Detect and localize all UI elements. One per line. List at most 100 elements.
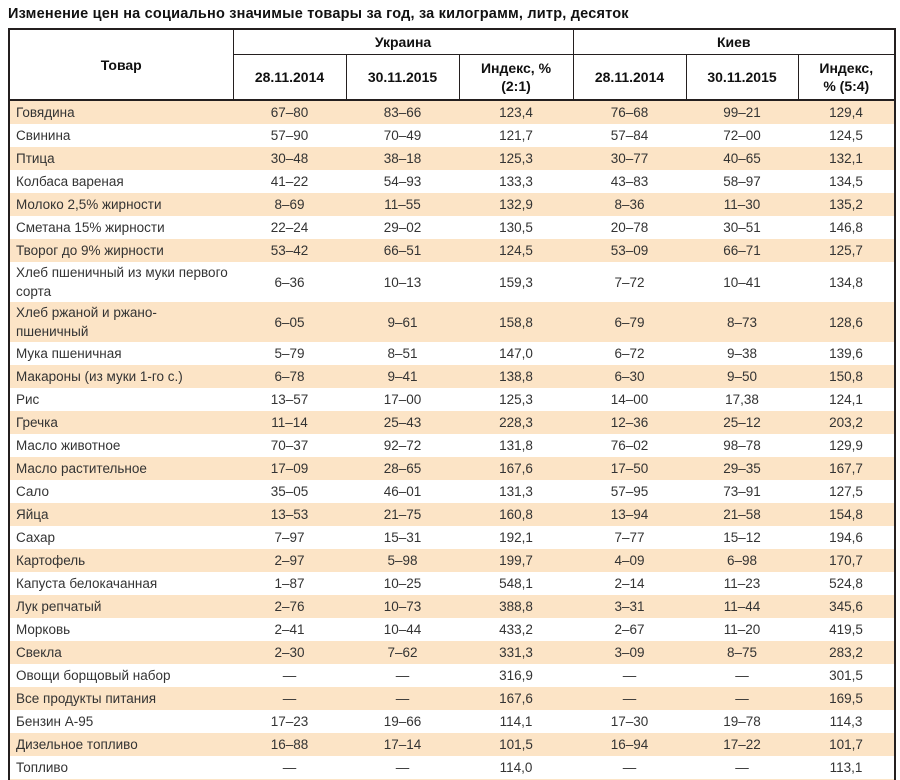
ua-price-2015-cell: 10–25 xyxy=(383,576,422,591)
kiev-price-2014-cell: 16–94 xyxy=(610,737,649,752)
ua-price-2015-cell: 5–98 xyxy=(387,553,418,568)
kiev-price-2014-cell: 13–94 xyxy=(610,507,649,522)
ua-price-2014-cell: 17–23 xyxy=(270,714,309,729)
table-row: Гречка 11–14 25–43 228,3 12–36 25–12 203… xyxy=(9,411,896,434)
header-ua-index: Индекс, % (2:1) xyxy=(458,54,574,101)
ua-index-cell: 159,3 xyxy=(499,274,533,290)
kiev-price-2014-cell: 57–95 xyxy=(610,484,649,499)
ua-price-2015-cell: 17–14 xyxy=(383,737,422,752)
kiev-price-2015-cell: 66–71 xyxy=(723,243,761,258)
kiev-price-2015-cell: 11–23 xyxy=(723,576,761,591)
product-cell: Хлеб ржаной и ржано-пшеничный xyxy=(16,305,157,339)
ua-price-2015-cell: 25–43 xyxy=(383,415,422,430)
kiev-price-2015-cell: 11–20 xyxy=(723,622,761,637)
product-cell: Все продукты питания xyxy=(16,691,157,706)
product-cell: Сметана 15% жирности xyxy=(16,220,165,235)
kiev-index-cell: 139,6 xyxy=(829,346,863,361)
ua-price-2015-cell: — xyxy=(395,760,410,775)
table-row: Мука пшеничная 5–79 8–51 147,0 6–72 9–38… xyxy=(9,342,896,365)
ua-price-2015-cell: 46–01 xyxy=(383,484,422,499)
table-row: Топливо — — 114,0 — — 113,1 xyxy=(9,756,896,779)
table-row: Сахар 7–97 15–31 192,1 7–77 15–12 194,6 xyxy=(9,526,896,549)
ua-price-2015-cell: 21–75 xyxy=(383,507,422,522)
ua-price-2014-cell: 17–09 xyxy=(270,461,309,476)
ua-index-cell: 133,3 xyxy=(499,174,533,189)
product-cell: Птица xyxy=(16,151,55,166)
ua-price-2015-cell: 19–66 xyxy=(383,714,422,729)
table-header: Товар Украина Киев 28.11.2014 30.11.2015… xyxy=(8,28,896,101)
ua-price-2015-cell: — xyxy=(395,668,410,683)
ua-price-2014-cell: 70–37 xyxy=(270,438,309,453)
product-cell: Морковь xyxy=(16,622,71,637)
ua-price-2014-cell: 30–48 xyxy=(270,151,309,166)
ua-price-2015-cell: 29–02 xyxy=(383,220,422,235)
product-cell: Масло растительное xyxy=(16,461,147,476)
kiev-price-2015-cell: 10–41 xyxy=(723,274,761,290)
kiev-index-cell: 203,2 xyxy=(829,415,863,430)
ua-price-2015-cell: 11–55 xyxy=(384,197,421,212)
ua-price-2014-cell: 13–57 xyxy=(270,392,309,407)
kiev-price-2015-cell: 17–22 xyxy=(723,737,761,752)
kiev-price-2015-cell: 98–78 xyxy=(723,438,761,453)
ua-price-2014-cell: 2–30 xyxy=(274,645,305,660)
product-cell: Картофель xyxy=(16,553,86,568)
ua-price-2015-cell: 83–66 xyxy=(383,105,422,120)
kiev-index-cell: 129,4 xyxy=(829,105,863,120)
kiev-price-2014-cell: 43–83 xyxy=(610,174,649,189)
header-group-row: Товар Украина Киев xyxy=(8,28,896,101)
kiev-price-2015-cell: 6–98 xyxy=(726,553,758,568)
ua-price-2014-cell: 6–36 xyxy=(274,274,305,290)
kiev-index-cell: 128,6 xyxy=(829,314,863,330)
kiev-price-2014-cell: 3–31 xyxy=(614,599,645,614)
ua-price-2015-cell: 70–49 xyxy=(383,128,422,143)
ua-index-cell: 388,8 xyxy=(499,599,533,614)
ua-index-cell: 192,1 xyxy=(499,530,533,545)
ua-index-cell: 125,3 xyxy=(499,151,533,166)
product-cell: Лук репчатый xyxy=(16,599,102,614)
ua-price-2014-cell: 5–79 xyxy=(274,346,305,361)
ua-price-2015-cell: 92–72 xyxy=(383,438,422,453)
ua-price-2015-cell: 8–51 xyxy=(387,346,418,361)
ua-price-2014-cell: 7–97 xyxy=(274,530,305,545)
ua-price-2015-cell: — xyxy=(395,691,410,706)
header-group-ukraine: Украина xyxy=(232,28,574,55)
ua-index-cell: 316,9 xyxy=(499,668,533,683)
kiev-price-2014-cell: — xyxy=(622,668,637,683)
ua-index-cell: 331,3 xyxy=(499,645,533,660)
product-cell: Бензин А-95 xyxy=(16,714,94,729)
table-row: Картофель 2–97 5–98 199,7 4–09 6–98 170,… xyxy=(9,549,896,572)
ua-price-2015-cell: 9–41 xyxy=(387,369,418,384)
kiev-index-cell: 125,7 xyxy=(829,243,863,258)
kiev-index-cell: 146,8 xyxy=(829,220,863,235)
kiev-index-cell: 135,2 xyxy=(829,197,863,212)
product-cell: Капуста белокачанная xyxy=(16,576,158,591)
kiev-index-cell: 167,7 xyxy=(829,461,863,476)
ua-index-cell: 123,4 xyxy=(499,105,533,120)
table-row: Овощи борщовый набор — — 316,9 — — 301,5 xyxy=(9,664,896,687)
kiev-price-2015-cell: 25–12 xyxy=(723,415,761,430)
kiev-index-cell: 419,5 xyxy=(829,622,863,637)
kiev-price-2014-cell: 6–79 xyxy=(614,314,645,330)
kiev-price-2015-cell: 29–35 xyxy=(723,461,761,476)
ua-index-cell: 167,6 xyxy=(499,461,533,476)
product-cell: Сало xyxy=(16,484,49,499)
ua-index-cell: 158,8 xyxy=(499,314,533,330)
table-row: Колбаса вареная 41–22 54–93 133,3 43–83 … xyxy=(9,170,896,193)
ua-price-2015-cell: 7–62 xyxy=(387,645,418,660)
kiev-price-2014-cell: 2–67 xyxy=(614,622,645,637)
kiev-index-cell: 124,5 xyxy=(829,128,863,143)
kiev-index-cell: 132,1 xyxy=(829,151,863,166)
kiev-price-2014-cell: 6–30 xyxy=(614,369,645,384)
ua-index-cell: 101,5 xyxy=(499,737,533,752)
ua-price-2014-cell: 1–87 xyxy=(274,576,305,591)
kiev-price-2014-cell: — xyxy=(622,691,637,706)
table-row: Птица 30–48 38–18 125,3 30–77 40–65 132,… xyxy=(9,147,896,170)
product-cell: Дизельное топливо xyxy=(16,737,138,752)
kiev-price-2015-cell: 73–91 xyxy=(723,484,761,499)
table-row: Яйца 13–53 21–75 160,8 13–94 21–58 154,8 xyxy=(9,503,896,526)
header-kiev-index: Индекс, % (5:4) xyxy=(797,54,896,101)
ua-index-cell: 167,6 xyxy=(499,691,533,706)
table-row: Хлеб ржаной и ржано-пшеничный 6–05 9–61 … xyxy=(9,302,896,342)
kiev-price-2015-cell: 19–78 xyxy=(723,714,761,729)
